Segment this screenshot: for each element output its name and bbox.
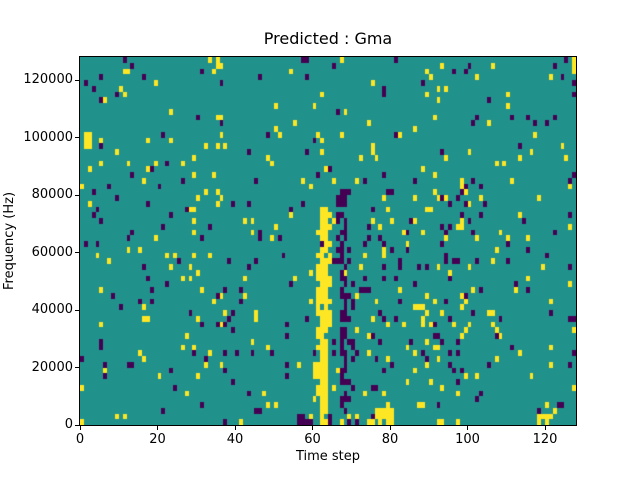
x-tick-label: 100 <box>455 432 480 447</box>
plot-area <box>79 56 577 426</box>
y-tick-label: 0 <box>64 417 73 432</box>
x-tick-label: 80 <box>381 432 399 447</box>
chart-title: Predicted : Gma <box>263 29 393 48</box>
x-tick-mark <box>544 426 546 430</box>
y-tick-mark <box>75 79 79 81</box>
x-tick-mark <box>467 426 468 430</box>
y-tick-label: 20000 <box>31 359 73 375</box>
x-tick-mark <box>157 426 158 430</box>
x-tick-label: 120 <box>532 432 558 447</box>
y-tick-label: 40000 <box>31 302 73 317</box>
y-tick-mark <box>75 309 79 311</box>
x-tick-label: 60 <box>304 432 321 447</box>
x-axis-label: Time step <box>295 449 361 464</box>
y-axis-label: Frequency (Hz) <box>2 191 17 291</box>
x-tick-mark <box>389 426 391 430</box>
y-tick-mark <box>75 137 79 138</box>
y-tick-label: 80000 <box>31 187 73 202</box>
y-tick-mark <box>75 194 79 196</box>
y-tick-mark <box>75 252 79 253</box>
y-tick-label: 120000 <box>23 72 73 87</box>
x-tick-label: 20 <box>149 432 166 447</box>
x-tick-mark <box>79 426 81 430</box>
x-tick-mark <box>234 426 236 430</box>
y-tick-mark <box>75 424 79 426</box>
y-tick-label: 60000 <box>31 244 73 260</box>
heatmap-canvas <box>80 57 576 425</box>
y-tick-mark <box>75 367 79 368</box>
x-tick-label: 0 <box>75 432 85 447</box>
x-tick-mark <box>312 426 313 430</box>
x-tick-label: 40 <box>226 432 244 447</box>
y-tick-label: 100000 <box>23 129 73 145</box>
